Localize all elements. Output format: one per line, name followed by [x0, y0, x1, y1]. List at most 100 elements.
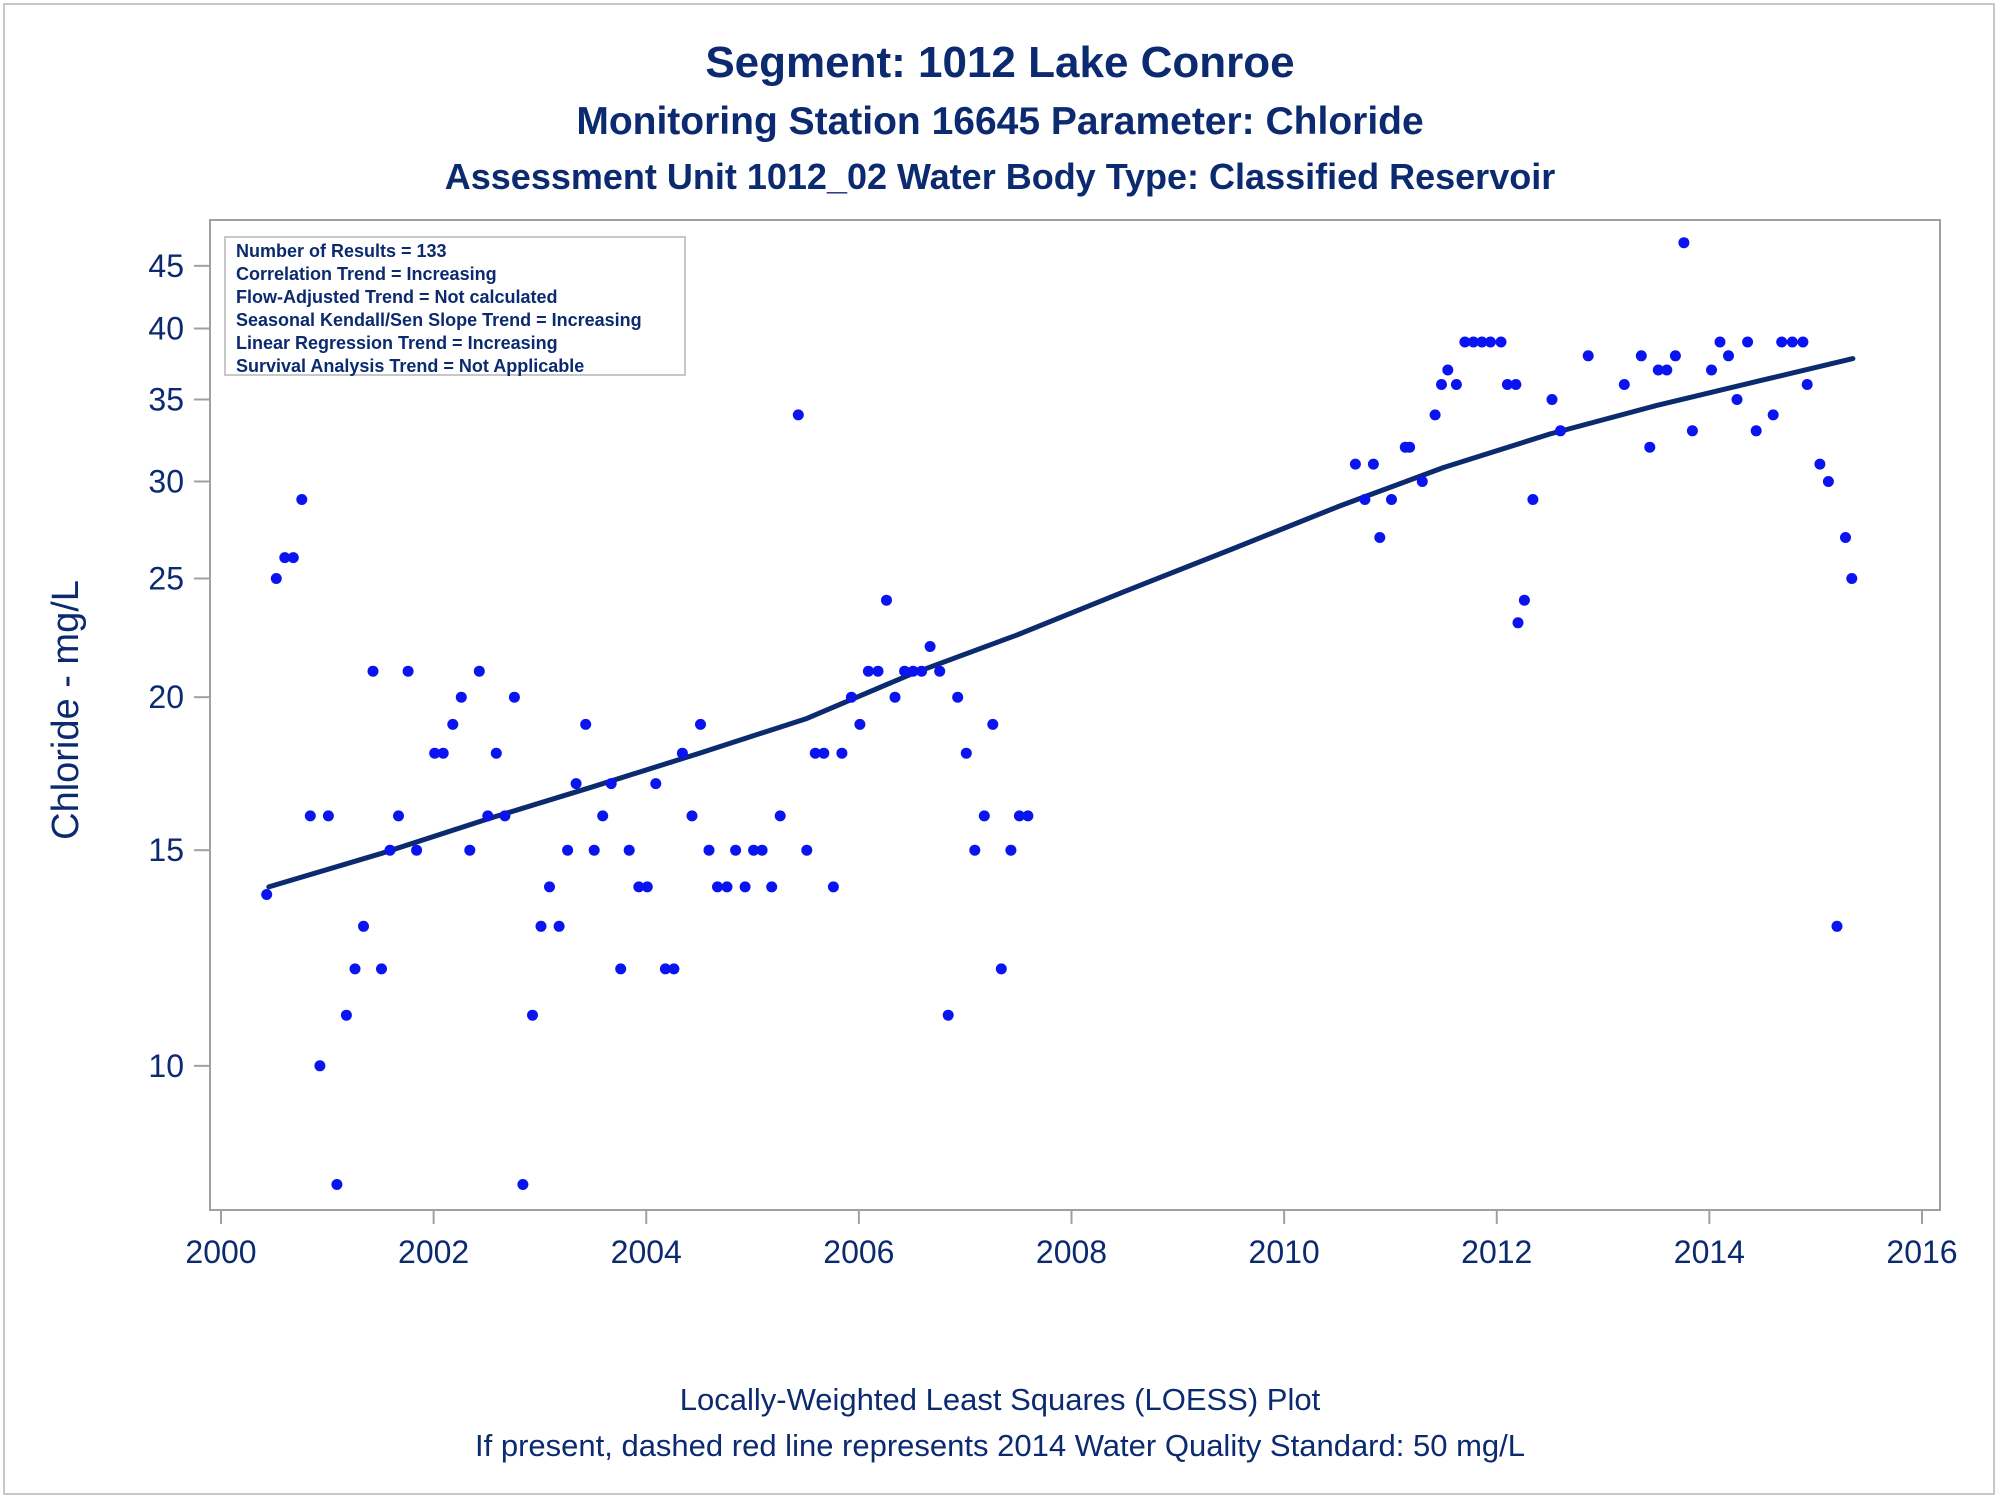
- data-point: [952, 691, 964, 703]
- data-point: [482, 810, 494, 822]
- data-point: [279, 552, 291, 564]
- data-point: [1661, 364, 1673, 376]
- data-point: [676, 747, 688, 759]
- data-point: [1767, 409, 1779, 421]
- data-point: [916, 665, 928, 677]
- data-point: [544, 881, 555, 893]
- data-point: [1786, 336, 1798, 348]
- data-point: [527, 1009, 538, 1021]
- data-point: [1546, 394, 1558, 405]
- data-point: [1801, 379, 1813, 390]
- data-point: [862, 665, 874, 677]
- y-tick-label: 35: [148, 382, 184, 418]
- data-point: [1742, 336, 1754, 348]
- x-tick-label: 2000: [185, 1234, 256, 1270]
- data-point: [1714, 336, 1726, 348]
- x-tick-label: 2016: [1886, 1234, 1957, 1270]
- data-point: [615, 963, 627, 975]
- footnote-line-2: If present, dashed red line represents 2…: [474, 1428, 1525, 1463]
- data-point: [1723, 350, 1734, 362]
- data-point: [376, 963, 387, 975]
- data-point: [1731, 394, 1743, 405]
- data-point: [1555, 425, 1566, 437]
- data-point: [1442, 364, 1454, 376]
- data-point: [889, 691, 901, 703]
- legend-line: Number of Results = 133: [236, 241, 447, 261]
- data-point: [1776, 336, 1788, 348]
- y-tick-label: 45: [148, 248, 184, 284]
- data-point: [508, 691, 520, 703]
- data-point: [322, 810, 334, 822]
- data-point: [1669, 350, 1681, 362]
- data-point: [756, 844, 768, 856]
- x-tick-label: 2014: [1674, 1234, 1745, 1270]
- data-point: [748, 844, 760, 856]
- data-point: [686, 810, 698, 822]
- data-point: [1022, 810, 1034, 822]
- data-point: [1846, 573, 1858, 584]
- data-point: [827, 881, 839, 893]
- data-point: [562, 844, 574, 856]
- data-point: [1678, 237, 1690, 249]
- data-point: [1644, 441, 1656, 453]
- data-point: [490, 747, 502, 759]
- data-point: [1510, 379, 1522, 390]
- data-point: [1436, 379, 1447, 390]
- data-point: [730, 844, 742, 856]
- chart-subtitle-2: Assessment Unit 1012_02 Water Body Type:…: [444, 156, 1556, 197]
- data-point: [969, 844, 981, 856]
- data-point: [633, 881, 645, 893]
- chart-subtitle: Monitoring Station 16645 Parameter: Chlo…: [576, 100, 1424, 143]
- data-point: [517, 1179, 529, 1190]
- data-point: [650, 778, 662, 790]
- data-point: [367, 665, 379, 677]
- data-point: [1501, 379, 1513, 390]
- data-point: [1797, 336, 1809, 348]
- data-point: [695, 718, 706, 730]
- data-point: [854, 718, 866, 730]
- data-point: [455, 691, 467, 703]
- data-point: [978, 810, 990, 822]
- data-point: [1518, 594, 1530, 606]
- data-point: [331, 1179, 343, 1190]
- data-point: [924, 641, 936, 652]
- data-point: [437, 747, 449, 759]
- data-point: [766, 881, 778, 893]
- data-point: [570, 778, 582, 790]
- data-point: [296, 494, 308, 505]
- data-point: [553, 920, 565, 932]
- x-tick-label: 2002: [398, 1234, 469, 1270]
- y-tick-label: 15: [148, 832, 184, 868]
- data-point: [712, 881, 723, 893]
- data-point: [774, 810, 786, 822]
- data-point: [499, 810, 511, 822]
- loess-trend-line: [266, 356, 1856, 890]
- data-point: [1635, 350, 1647, 362]
- data-point: [1359, 494, 1371, 505]
- data-point: [447, 718, 459, 730]
- data-point: [588, 844, 600, 856]
- data-point: [1822, 476, 1834, 487]
- data-point: [1706, 364, 1717, 376]
- data-point: [818, 747, 830, 759]
- data-point: [739, 881, 751, 893]
- data-point: [1495, 336, 1507, 348]
- data-point: [1686, 425, 1698, 437]
- x-axis: 2000 2002 2004 2006 2008 2010 2012 2014 2016: [185, 1210, 1958, 1270]
- data-point: [792, 409, 804, 421]
- x-tick-label: 2012: [1461, 1234, 1532, 1270]
- x-tick-label: 2006: [823, 1234, 894, 1270]
- data-point: [270, 573, 282, 584]
- data-point: [809, 747, 821, 759]
- footnote-line-1: Locally-Weighted Least Squares (LOESS) P…: [679, 1382, 1321, 1417]
- data-point: [1349, 458, 1361, 470]
- data-point: [1582, 350, 1594, 362]
- data-point: [907, 665, 919, 677]
- data-point: [1618, 379, 1630, 390]
- plot-area-frame: [209, 219, 1941, 1211]
- legend-line: Seasonal Kendall/Sen Slope Trend = Incre…: [236, 310, 642, 330]
- data-point: [261, 889, 273, 900]
- data-point: [1005, 844, 1017, 856]
- data-point: [845, 691, 857, 703]
